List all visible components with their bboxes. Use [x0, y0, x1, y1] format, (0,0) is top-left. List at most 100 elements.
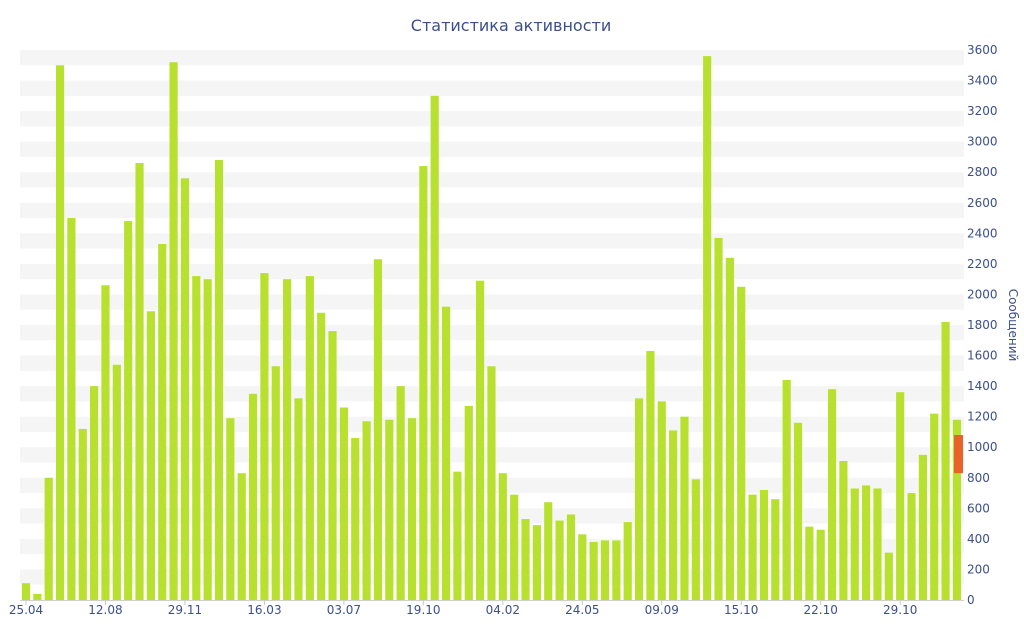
highlight-bar	[954, 435, 963, 474]
y-tick-label: 600	[967, 501, 990, 515]
y-tick-label: 2200	[967, 257, 998, 271]
bar	[464, 405, 473, 600]
x-tick-label: 03.07	[327, 603, 361, 617]
y-tick-label: 3000	[967, 135, 998, 149]
y-axis-ticks: 0 200 400 600 800 1000 1200 1400 1600 1800 2000 220…	[967, 43, 998, 607]
bar	[782, 380, 791, 600]
bar	[555, 520, 564, 600]
y-tick-label: 3200	[967, 104, 998, 118]
bar	[67, 218, 76, 600]
bar	[816, 529, 825, 600]
x-tick-label: 29.11	[168, 603, 202, 617]
bar	[271, 366, 280, 600]
bar	[952, 419, 962, 600]
bar	[612, 540, 621, 600]
bar	[78, 428, 87, 600]
bar	[725, 257, 734, 600]
x-tick-label: 22.10	[804, 603, 838, 617]
x-axis-ticks: 25.04 12.08 29.11 16.03 03.07 19.10 04.02 24.05…	[9, 600, 917, 617]
bar	[305, 276, 314, 600]
bar	[862, 485, 871, 600]
x-tick-label: 16.03	[247, 603, 281, 617]
bar	[112, 364, 121, 600]
bar	[33, 593, 42, 600]
bar	[339, 407, 348, 600]
bar	[260, 273, 269, 600]
bar	[510, 494, 519, 600]
bar	[589, 541, 598, 600]
x-tick-label: 09.09	[645, 603, 679, 617]
bar	[44, 477, 53, 600]
bar	[896, 392, 905, 600]
bar	[578, 534, 587, 600]
y-axis-label: Сообщений	[1006, 289, 1020, 362]
bar	[737, 286, 746, 600]
bar	[373, 259, 383, 600]
bar	[476, 280, 485, 600]
bar	[248, 393, 258, 600]
y-tick-label: 2000	[967, 287, 998, 301]
bar	[646, 350, 655, 600]
bar	[55, 65, 65, 600]
y-tick-label: 200	[967, 562, 990, 576]
x-tick-label: 29.10	[883, 603, 917, 617]
grid-band	[20, 50, 964, 66]
bar	[714, 237, 723, 601]
bar	[430, 95, 439, 600]
bar	[759, 490, 769, 600]
bar	[328, 331, 337, 600]
bar	[793, 422, 803, 600]
bar	[407, 418, 417, 600]
bar	[158, 244, 167, 600]
bar	[680, 416, 689, 600]
chart-title: Статистика активности	[411, 16, 611, 35]
y-tick-label: 1400	[967, 379, 998, 393]
bar	[90, 386, 99, 600]
grid-band	[20, 233, 964, 249]
bar	[623, 522, 632, 600]
bar	[283, 279, 292, 600]
y-tick-label: 1200	[967, 410, 998, 424]
bar	[600, 540, 610, 600]
bar	[237, 473, 246, 600]
current-period-marker	[954, 435, 963, 474]
x-tick-label: 25.04	[9, 603, 43, 617]
bar	[21, 583, 31, 600]
y-tick-label: 1600	[967, 349, 998, 363]
bar	[703, 56, 712, 601]
bar	[146, 311, 155, 600]
bar	[634, 398, 644, 600]
bar-series	[21, 56, 962, 601]
bar	[453, 471, 462, 600]
bar	[135, 163, 144, 600]
bar	[657, 401, 666, 600]
y-tick-label: 1800	[967, 318, 998, 332]
x-tick-label: 24.05	[565, 603, 599, 617]
bar	[203, 279, 212, 600]
bar	[918, 454, 927, 600]
bar	[317, 312, 326, 600]
bar	[294, 398, 303, 600]
bar	[532, 525, 541, 600]
bar	[941, 321, 950, 600]
y-tick-label: 400	[967, 532, 990, 546]
y-tick-label: 1000	[967, 440, 998, 454]
bar	[498, 473, 507, 600]
x-tick-label: 12.08	[88, 603, 122, 617]
bar	[930, 413, 939, 600]
y-tick-label: 2600	[967, 196, 998, 210]
bar	[691, 479, 700, 600]
bar	[192, 276, 201, 600]
x-tick-label: 04.02	[486, 603, 520, 617]
bar	[805, 526, 814, 600]
grid-band	[20, 80, 964, 96]
bar	[419, 166, 428, 601]
bar	[771, 499, 780, 600]
bar	[566, 514, 576, 600]
bar	[214, 160, 224, 600]
bar	[169, 62, 178, 601]
y-tick-label: 2800	[967, 165, 998, 179]
grid-band	[20, 172, 964, 188]
